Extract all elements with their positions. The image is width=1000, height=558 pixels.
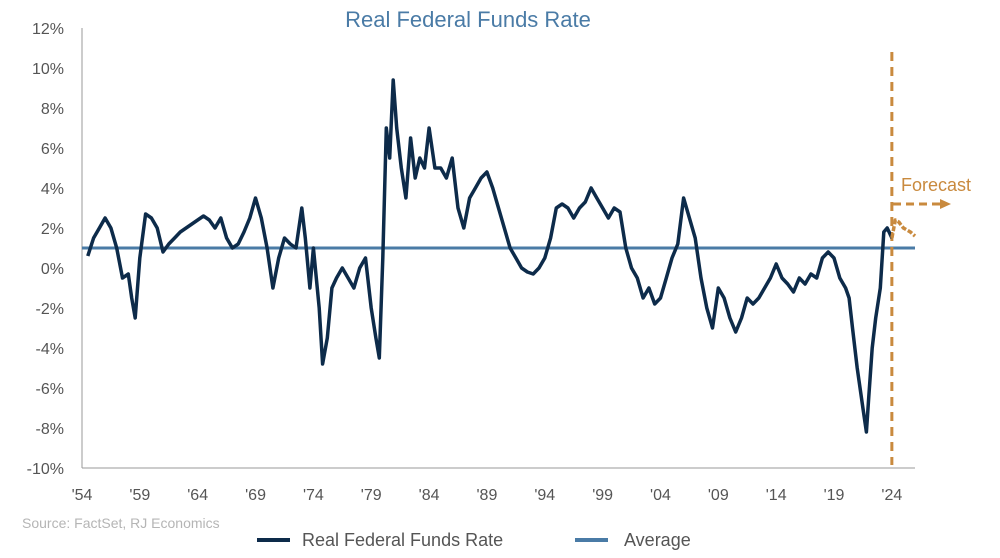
x-tick-label: '74 — [303, 487, 324, 504]
series-real-fed-funds-line — [86, 78, 894, 434]
x-tick-label: '94 — [534, 487, 555, 504]
series-forecast-line — [890, 218, 917, 239]
y-axis-ticks: 12% 10% 8% 6% 4% 2% 0% -2% -4% -6% -8% -10% — [27, 21, 64, 478]
x-tick-label: '99 — [592, 487, 613, 504]
y-tick-label: -10% — [27, 461, 64, 478]
x-axis-ticks: '54 '59 '64 '69 '74 '79 '84 '89 '94 '99 '04 '09 '14 '… — [72, 487, 903, 504]
y-tick-label: 0% — [41, 261, 64, 278]
y-tick-label: 12% — [32, 21, 64, 38]
plot-area — [82, 52, 917, 465]
y-tick-label: 6% — [41, 141, 64, 158]
source-note: Source: FactSet, RJ Economics — [22, 515, 220, 531]
x-tick-label: '14 — [766, 487, 787, 504]
y-tick-label: 8% — [41, 101, 64, 118]
x-tick-label: '59 — [129, 487, 150, 504]
legend: Real Federal Funds Rate Average — [257, 530, 691, 550]
y-tick-label: -2% — [36, 301, 64, 318]
legend-label-rate: Real Federal Funds Rate — [302, 530, 503, 550]
legend-label-average: Average — [624, 530, 691, 550]
x-tick-label: '19 — [824, 487, 845, 504]
x-tick-label: '84 — [419, 487, 440, 504]
x-tick-label: '04 — [650, 487, 671, 504]
x-tick-label: '89 — [477, 487, 498, 504]
y-tick-label: -8% — [36, 421, 64, 438]
forecast-arrow — [893, 199, 951, 209]
x-tick-label: '09 — [708, 487, 729, 504]
y-tick-label: 10% — [32, 61, 64, 78]
y-tick-label: 4% — [41, 181, 64, 198]
y-tick-label: 2% — [41, 221, 64, 238]
x-tick-label: '79 — [361, 487, 382, 504]
x-tick-label: '54 — [72, 487, 93, 504]
y-tick-label: -6% — [36, 381, 64, 398]
y-tick-label: -4% — [36, 341, 64, 358]
x-tick-label: '24 — [881, 487, 902, 504]
x-tick-label: '69 — [245, 487, 266, 504]
chart-title: Real Federal Funds Rate — [345, 7, 591, 32]
x-tick-label: '64 — [187, 487, 208, 504]
forecast-annotation: Forecast — [901, 175, 971, 195]
